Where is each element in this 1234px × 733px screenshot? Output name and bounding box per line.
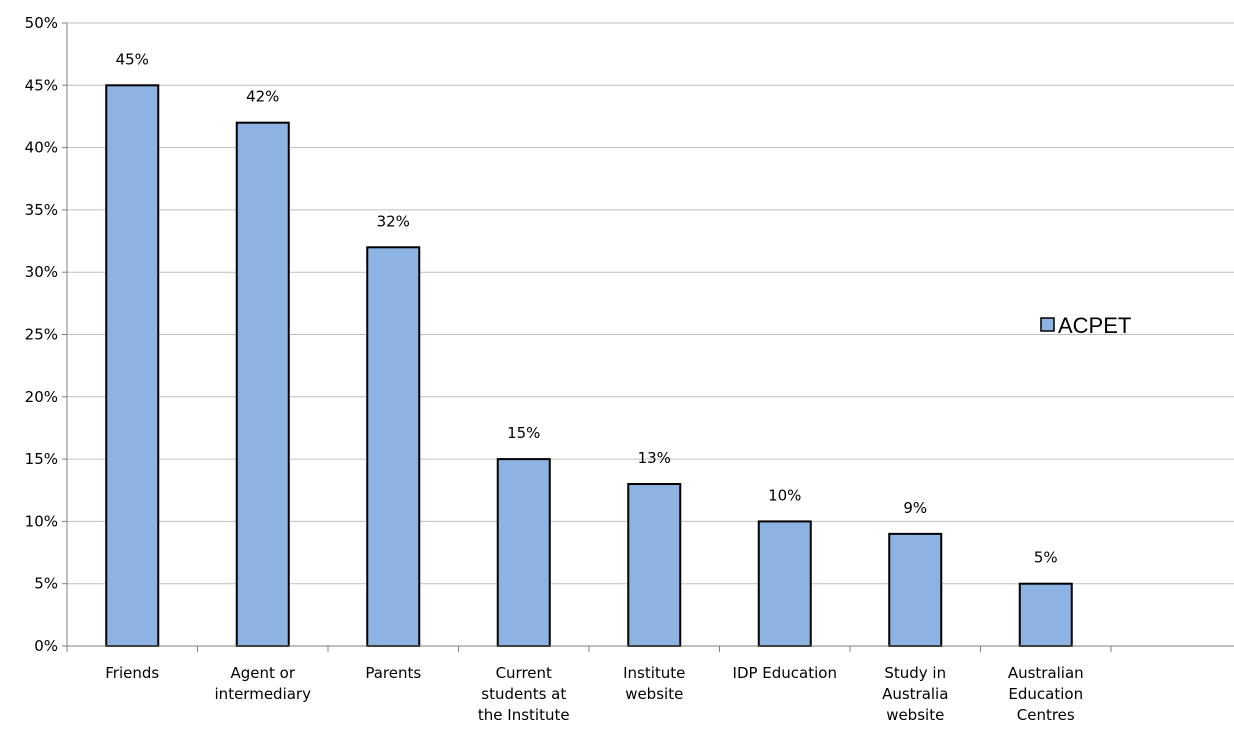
bar (1018, 582, 1073, 648)
bar (627, 483, 682, 647)
bar (105, 84, 160, 648)
bar (496, 458, 551, 647)
y-tick-label: 35% (25, 201, 58, 219)
x-tick-label: Agent or intermediary (215, 664, 312, 703)
x-tick-label: IDP Education (733, 664, 837, 682)
bar (757, 520, 812, 648)
data-label: 10% (768, 486, 801, 504)
y-tick-label: 40% (25, 139, 58, 157)
x-tick-label: Institute website (623, 664, 685, 703)
data-label: 42% (246, 88, 279, 106)
data-label: 13% (638, 449, 671, 467)
x-tick-label: Study in Australia website (882, 664, 948, 724)
data-labels: 45% 42% 32% 15% 13% 10% 9% 5% (116, 50, 1058, 566)
y-tick-label: 30% (25, 263, 58, 281)
y-tick-label: 20% (25, 388, 58, 406)
bar (888, 532, 943, 647)
y-tick-label: 0% (34, 637, 58, 655)
data-label: 32% (377, 212, 410, 230)
x-tick-label: Friends (105, 664, 159, 682)
y-tick-label: 25% (25, 326, 58, 344)
x-tick-label: Australian Education Centres (1008, 664, 1084, 724)
legend-label: ACPET (1058, 313, 1131, 338)
data-label: 15% (507, 424, 540, 442)
y-tick-label: 45% (25, 76, 58, 94)
bar (366, 246, 421, 647)
y-axis: 0% 5% 10% 15% 20% 25% 30% 35% 40% 45% 50% (25, 14, 68, 655)
y-tick-label: 10% (25, 512, 58, 530)
x-axis: Friends Agent or intermediary Parents Curren… (66, 645, 1234, 724)
x-tick-label: Current students at the Institute (478, 664, 570, 724)
data-label: 9% (903, 499, 927, 517)
x-tick-label: Parents (365, 664, 421, 682)
data-label: 5% (1034, 549, 1058, 567)
y-tick-label: 5% (34, 575, 58, 593)
legend: ACPET (1040, 313, 1131, 338)
bars (105, 84, 1073, 648)
legend-swatch (1040, 317, 1055, 332)
data-label: 45% (116, 50, 149, 68)
y-tick-label: 50% (25, 14, 58, 32)
y-tick-label: 15% (25, 450, 58, 468)
bar (235, 121, 290, 648)
